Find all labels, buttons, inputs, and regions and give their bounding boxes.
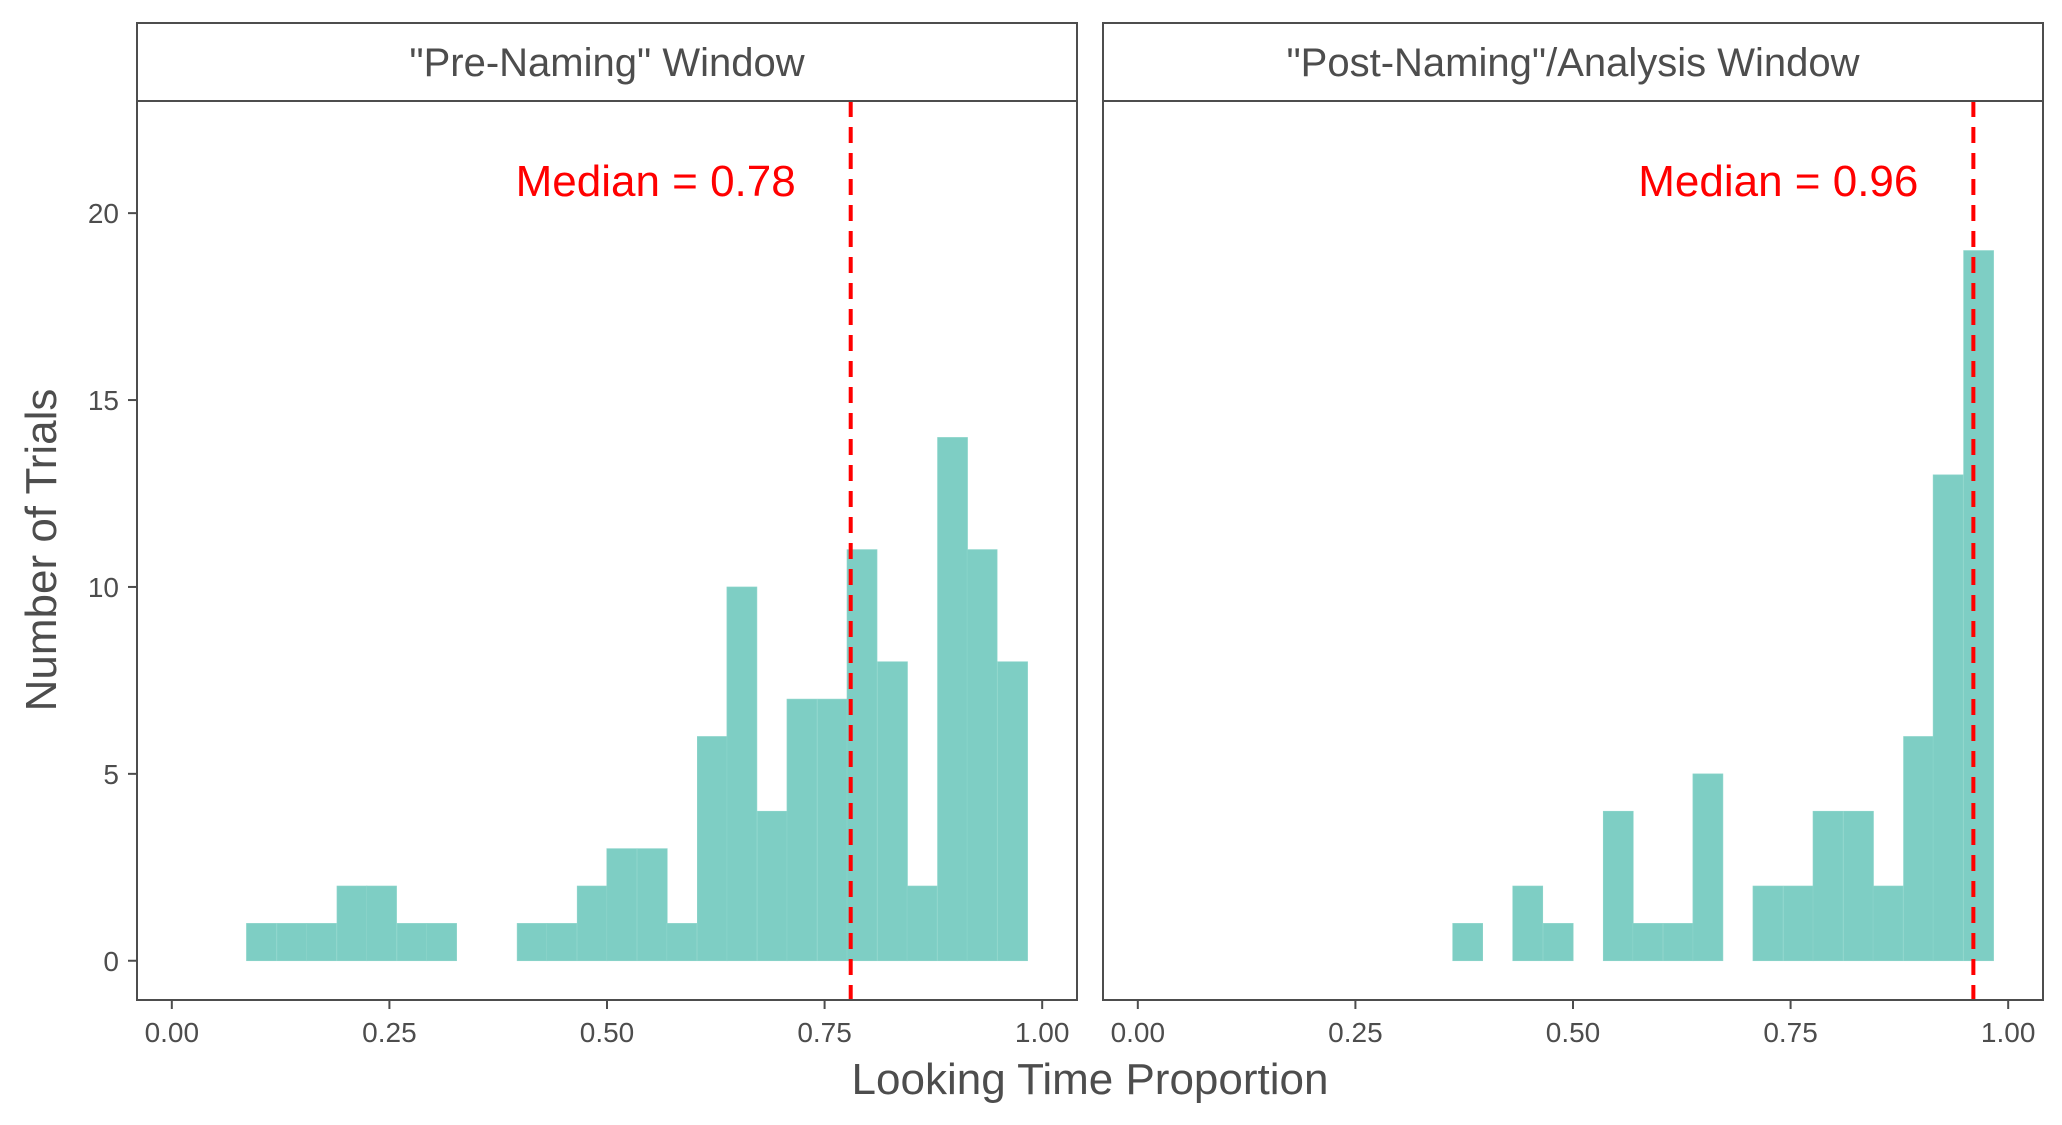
histogram-bar bbox=[726, 586, 758, 962]
histogram-bar bbox=[1843, 810, 1874, 962]
histogram-bar bbox=[276, 923, 308, 962]
histogram-bar bbox=[1512, 885, 1544, 962]
histogram-bar bbox=[576, 885, 608, 962]
histogram-bar bbox=[1663, 923, 1694, 962]
histogram-bar bbox=[546, 923, 578, 962]
histogram-bar bbox=[906, 885, 938, 962]
histogram-bar bbox=[1752, 885, 1784, 962]
y-tick-label: 5 bbox=[103, 759, 119, 790]
histogram-bar bbox=[1783, 885, 1814, 962]
median-label: Median = 0.96 bbox=[1638, 157, 1918, 206]
histogram-bar bbox=[396, 923, 428, 962]
x-tick-label: 1.00 bbox=[1015, 1017, 1070, 1048]
facet-panel-2: "Post-Naming"/Analysis Window Median = 0.… bbox=[1102, 22, 2044, 1048]
histogram-bar bbox=[246, 923, 277, 962]
y-tick-label: 0 bbox=[103, 946, 119, 977]
median-label: Median = 0.78 bbox=[516, 157, 796, 206]
facet-panel-1: "Pre-Naming" Window Median = 0.78 0.00 0.25… bbox=[136, 22, 1078, 1048]
histogram-bar bbox=[1692, 773, 1724, 962]
y-tick-label: 15 bbox=[88, 385, 119, 416]
histogram-bar bbox=[1963, 250, 1994, 962]
histogram-bar bbox=[997, 661, 1028, 962]
histogram-bar bbox=[1872, 885, 1904, 962]
x-tick-label: 0.00 bbox=[145, 1017, 200, 1048]
histogram-bar bbox=[1542, 923, 1574, 962]
histogram-bar bbox=[606, 848, 638, 962]
panel-frame bbox=[1102, 100, 2044, 1001]
histogram-bar bbox=[817, 698, 848, 962]
histogram-bar bbox=[877, 661, 908, 962]
histogram-bar bbox=[1903, 736, 1934, 962]
x-tick-label: 0.75 bbox=[1763, 1017, 1818, 1048]
x-tick-label: 0.00 bbox=[1111, 1017, 1166, 1048]
x-tick-label: 0.75 bbox=[797, 1017, 852, 1048]
histogram-bar bbox=[306, 923, 337, 962]
histogram-bar bbox=[1632, 923, 1664, 962]
histogram-bars bbox=[246, 437, 1028, 962]
x-tick-label: 0.25 bbox=[1328, 1017, 1383, 1048]
histogram-bar bbox=[1812, 810, 1844, 962]
facet-strip bbox=[136, 22, 1078, 102]
facet-strip bbox=[1102, 22, 2044, 102]
facet-strip-label: "Post-Naming"/Analysis Window bbox=[1286, 41, 1859, 85]
y-axis: 0 5 10 15 20 bbox=[88, 198, 137, 977]
y-tick-label: 20 bbox=[88, 198, 119, 229]
histogram-bar bbox=[636, 848, 668, 962]
histogram-bar bbox=[786, 698, 818, 962]
histogram-bar bbox=[1452, 923, 1483, 962]
x-tick-label: 0.25 bbox=[362, 1017, 417, 1048]
x-axis-title: Looking Time Proportion bbox=[852, 1055, 1329, 1104]
y-tick-label: 10 bbox=[88, 572, 119, 603]
histogram-bar bbox=[757, 810, 788, 962]
histogram-bar bbox=[516, 923, 548, 962]
x-tick-label: 0.50 bbox=[1546, 1017, 1601, 1048]
histogram-bar bbox=[966, 549, 998, 962]
histogram-bar bbox=[426, 923, 457, 962]
facet-strip-label: "Pre-Naming" Window bbox=[409, 41, 804, 85]
histogram-bar bbox=[697, 736, 728, 962]
histogram-bars bbox=[1452, 250, 1994, 962]
x-tick-label: 0.50 bbox=[580, 1017, 635, 1048]
y-axis-title: Number of Trials bbox=[17, 389, 66, 712]
x-tick-label: 1.00 bbox=[1981, 1017, 2036, 1048]
histogram-bar bbox=[937, 437, 968, 962]
histogram-bar bbox=[366, 885, 397, 962]
histogram-bar bbox=[336, 885, 368, 962]
histogram-bar bbox=[1932, 474, 1964, 962]
histogram-bar bbox=[666, 923, 698, 962]
histogram-bar bbox=[1602, 810, 1634, 962]
facet-panels: "Pre-Naming" Window Median = 0.78 0.00 0.25… bbox=[136, 22, 2044, 1048]
